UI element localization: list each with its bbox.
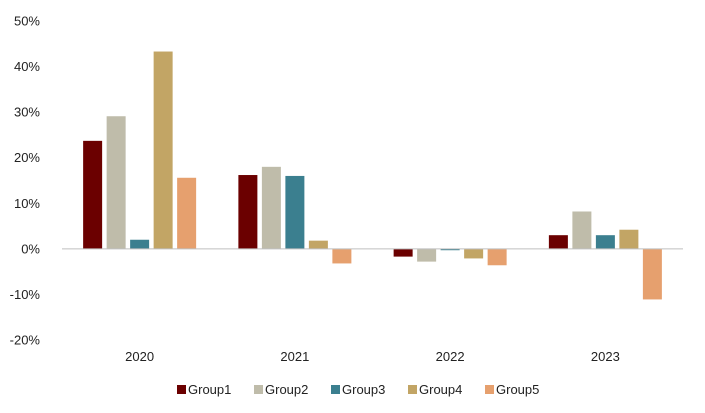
y-tick-label: 30% [14,105,40,120]
legend-swatch [408,385,417,394]
x-tick-label: 2020 [125,349,154,364]
x-axis: 2020 2021 2022 2023 [62,248,683,364]
bar-group2-2021 [261,166,281,249]
legend-item-group4: Group4 [408,382,462,397]
legend-item-group3: Group3 [331,382,385,397]
x-tick-label: 2022 [436,349,465,364]
legend-item-group2: Group2 [254,382,308,397]
bar-group2-2022 [417,248,437,262]
bar-group4-2022 [464,248,484,259]
legend: Group1 Group2 Group3 Group4 Group5 [177,382,539,397]
bar-group5-2021 [332,248,352,264]
bar-group3-2021 [285,175,305,249]
bar-group5-2022 [487,248,507,266]
bar-group3-2023 [595,235,615,249]
bar-group5-2020 [177,177,197,249]
bar-group1-2021 [238,175,258,249]
legend-label: Group4 [419,382,462,397]
x-tick-label: 2021 [280,349,309,364]
bar-group1-2023 [548,235,568,249]
legend-swatch [331,385,340,394]
bar-group1-2020 [83,140,103,249]
bar-group4-2021 [308,240,328,249]
bars [83,51,662,300]
y-tick-label: 10% [14,196,40,211]
legend-item-group1: Group1 [177,382,231,397]
y-tick-label: -10% [10,287,41,302]
y-tick-label: 50% [14,14,40,29]
y-tick-label: 40% [14,59,40,74]
x-tick-label: 2023 [591,349,620,364]
y-tick-label: 20% [14,150,40,165]
bar-group4-2023 [619,229,639,249]
legend-label: Group1 [188,382,231,397]
legend-label: Group3 [342,382,385,397]
y-tick-label: 0% [21,241,40,256]
bar-group2-2020 [106,116,126,249]
y-axis: -20% -10% 0% 10% 20% 30% 40% 50% [10,14,41,348]
legend-swatch [177,385,186,394]
bar-group3-2022 [440,248,460,251]
y-tick-label: -20% [10,333,41,348]
legend-swatch [254,385,263,394]
bar-group1-2022 [393,248,413,257]
bar-group3-2020 [130,239,150,249]
bar-group4-2020 [153,51,173,249]
bar-group2-2023 [572,211,592,249]
legend-swatch [485,385,494,394]
bar-group5-2023 [642,248,662,300]
legend-label: Group2 [265,382,308,397]
legend-item-group5: Group5 [485,382,539,397]
legend-label: Group5 [496,382,539,397]
